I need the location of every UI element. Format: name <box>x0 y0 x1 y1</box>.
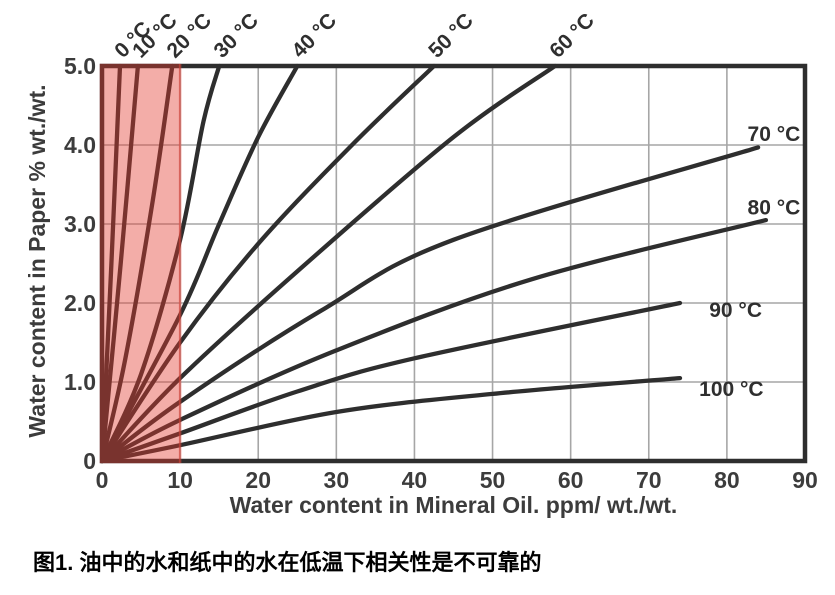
curve-label-50c: 50 °C <box>424 9 478 63</box>
curve-40c <box>101 63 300 464</box>
y-tick-4.0: 4.0 <box>64 132 96 158</box>
y-tick-5.0: 5.0 <box>64 53 96 79</box>
y-tick-3.0: 3.0 <box>64 211 96 237</box>
curve-label-30c: 30 °C <box>209 9 263 63</box>
curve-100c <box>101 375 683 464</box>
curve-20c <box>101 63 175 464</box>
figure-caption: 图1. 油中的水和纸中的水在低温下相关性是不可靠的 <box>33 550 542 575</box>
curve-label-100c: 100 °C <box>699 378 763 401</box>
y-tick-0: 0 <box>83 448 96 474</box>
curve-60c <box>101 63 558 464</box>
curve-30c <box>101 63 222 464</box>
curve-label-60c: 60 °C <box>545 9 599 63</box>
curve-label-70c: 70 °C <box>748 123 801 146</box>
curve-10c <box>101 63 141 464</box>
curve-label-90c: 90 °C <box>709 299 762 322</box>
x-tick-60: 60 <box>558 467 584 493</box>
plot-frame <box>99 63 808 464</box>
x-tick-20: 20 <box>245 467 271 493</box>
curve-70c <box>101 145 761 464</box>
curve-50c <box>101 63 437 464</box>
x-tick-40: 40 <box>402 467 428 493</box>
curve-label-80c: 80 °C <box>748 197 801 220</box>
y-axis-title: Water content in Paper % wt./wt. <box>24 84 50 438</box>
curve-90c <box>101 300 683 464</box>
curve-label-40c: 40 °C <box>288 9 342 63</box>
curve-80c <box>101 217 769 464</box>
y-tick-2.0: 2.0 <box>64 290 96 316</box>
x-tick-50: 50 <box>480 467 506 493</box>
x-tick-90: 90 <box>792 467 818 493</box>
x-tick-70: 70 <box>636 467 662 493</box>
x-axis-title: Water content in Mineral Oil. ppm/ wt./w… <box>229 492 678 518</box>
x-tick-80: 80 <box>714 467 740 493</box>
curve-0c <box>101 63 123 464</box>
x-tick-30: 30 <box>324 467 350 493</box>
x-tick-10: 10 <box>167 467 193 493</box>
low-temp-unreliable-region <box>99 63 181 464</box>
x-tick-0: 0 <box>96 467 109 493</box>
y-tick-1.0: 1.0 <box>64 369 96 395</box>
